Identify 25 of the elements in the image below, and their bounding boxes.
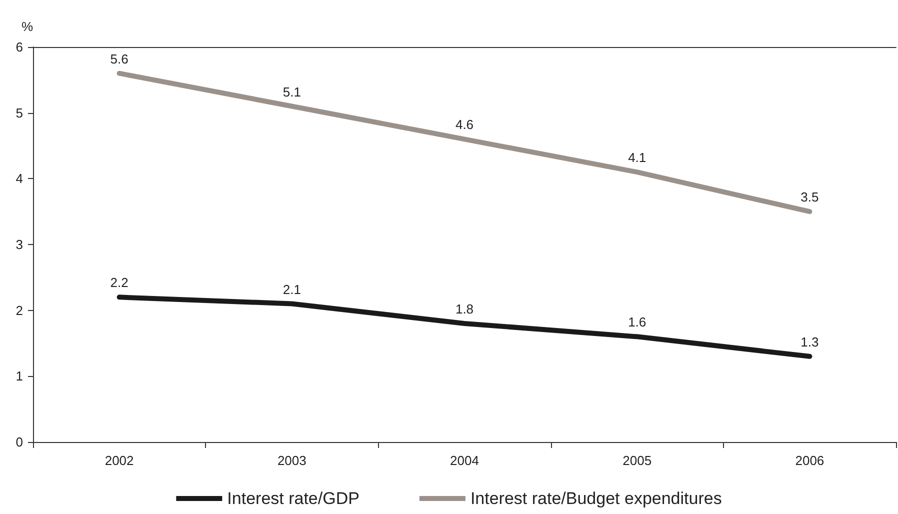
y-axis-title: % — [21, 19, 34, 34]
y-tick-label: 4 — [16, 171, 23, 186]
x-tick-label: 2004 — [450, 453, 479, 468]
y-tick-label: 3 — [16, 237, 23, 252]
data-label: 1.6 — [628, 314, 646, 330]
data-label: 2.1 — [282, 282, 301, 297]
legend-label: Interest rate/Budget expenditures — [470, 489, 722, 508]
y-tick-label: 5 — [16, 105, 23, 120]
data-label: 3.5 — [800, 190, 819, 205]
y-tick-label: 0 — [16, 434, 23, 450]
legend-label: Interest rate/GDP — [227, 489, 360, 508]
x-tick-label: 2006 — [795, 453, 824, 468]
data-label: 1.8 — [455, 302, 474, 316]
data-label: 4.6 — [455, 117, 474, 132]
data-label: 2.2 — [110, 275, 128, 290]
data-label: 4.1 — [628, 150, 646, 166]
x-tick-label: 2003 — [277, 453, 306, 468]
y-tick-label: 2 — [16, 302, 23, 318]
data-label: 5.6 — [110, 51, 128, 66]
data-label: 5.1 — [282, 84, 301, 100]
x-tick-label: 2002 — [104, 453, 134, 468]
x-tick-label: 2005 — [622, 453, 652, 468]
y-tick-label: 6 — [16, 40, 23, 54]
data-label: 1.3 — [800, 334, 819, 350]
y-tick-label: 1 — [16, 368, 23, 384]
